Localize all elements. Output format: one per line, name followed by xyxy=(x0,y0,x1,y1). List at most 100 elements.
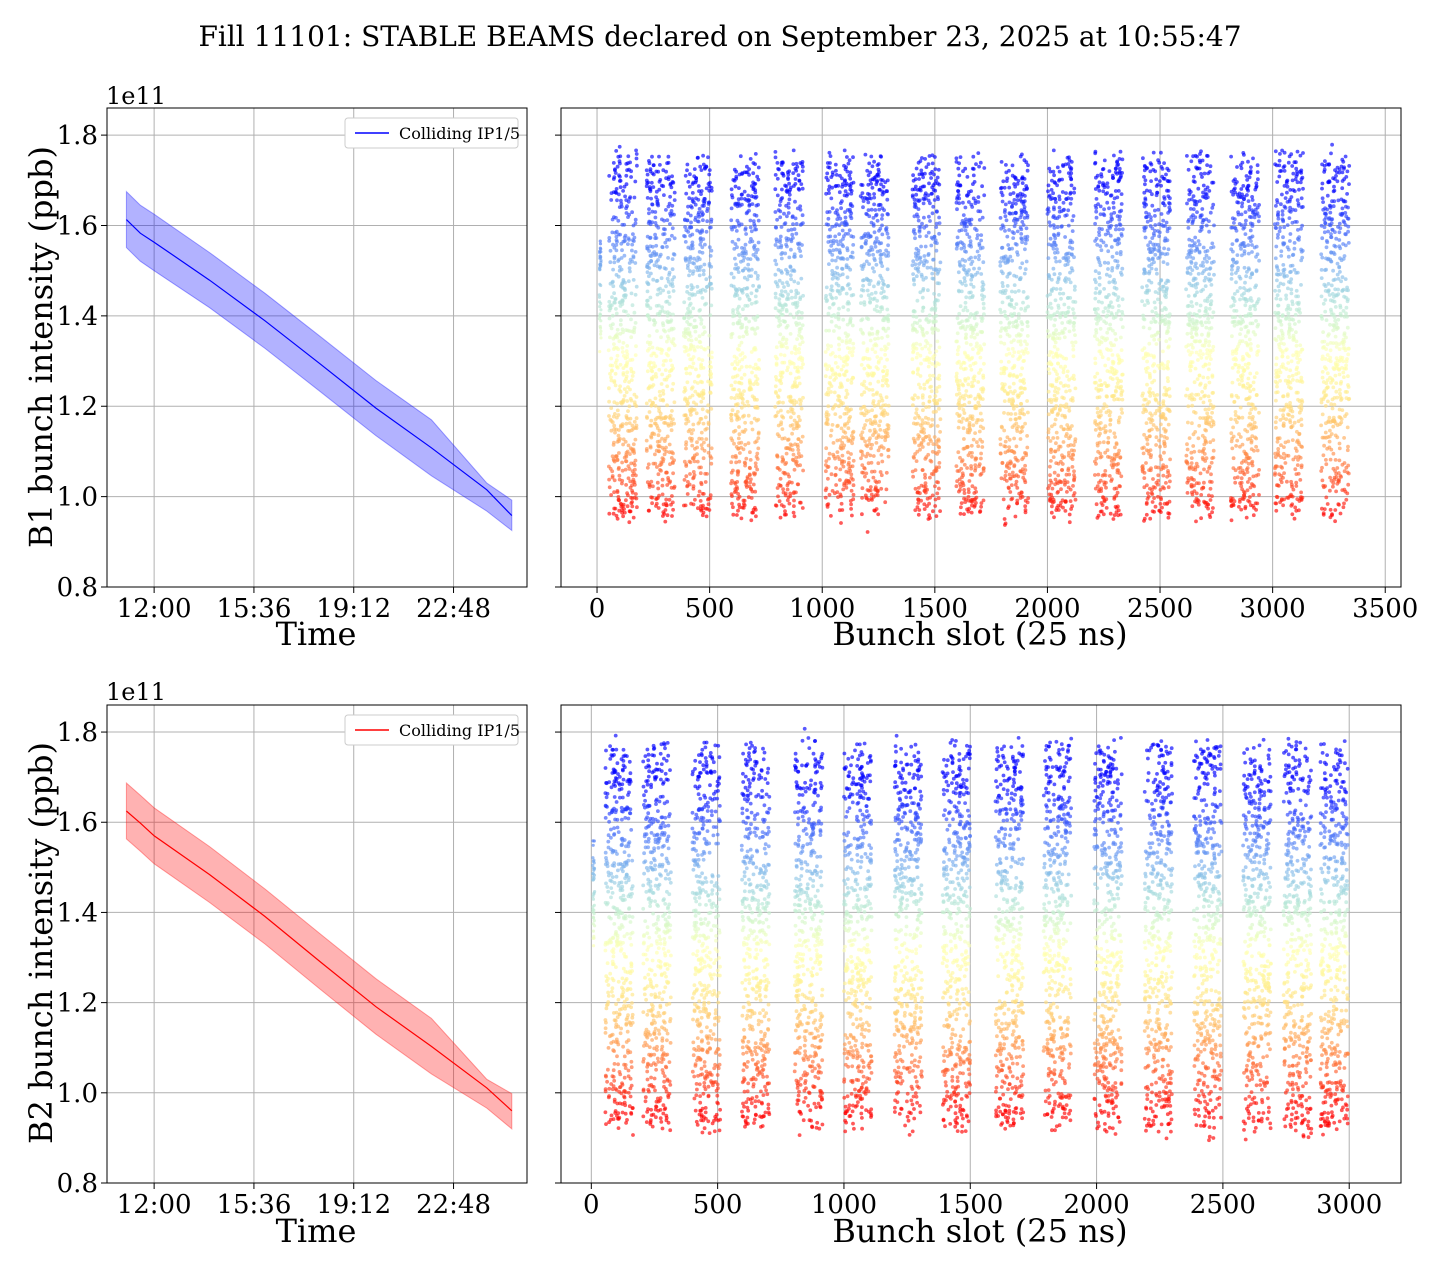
bunch-point xyxy=(661,288,665,293)
bunch-point xyxy=(689,338,694,343)
bunch-point xyxy=(708,382,713,387)
bunch-point xyxy=(928,219,932,223)
bunch-point xyxy=(627,520,632,525)
bunch-point xyxy=(663,508,668,512)
bunch-point xyxy=(1073,284,1077,289)
bunch-point xyxy=(751,180,755,185)
bunch-point xyxy=(938,430,942,434)
bunch-point xyxy=(670,226,675,231)
bunch-point xyxy=(1066,468,1071,473)
bunch-point xyxy=(970,259,975,264)
bunch-point xyxy=(848,415,853,419)
bunch-point xyxy=(634,344,638,349)
bunch-point xyxy=(883,500,888,505)
bunch-point xyxy=(1049,492,1054,497)
bunch-point xyxy=(844,291,849,296)
bunch-point xyxy=(849,488,854,493)
bunch-point xyxy=(980,330,984,334)
bunch-point xyxy=(734,229,739,233)
bunch-point xyxy=(731,178,736,182)
bunch-point xyxy=(849,293,854,298)
bunch-point xyxy=(1002,411,1006,415)
bunch-point xyxy=(964,355,969,359)
bunch-point xyxy=(846,409,851,414)
bunch-point xyxy=(694,402,699,407)
bunch-point xyxy=(881,326,886,331)
bunch-point xyxy=(869,207,874,212)
bunch-point xyxy=(970,295,975,300)
bunch-point xyxy=(659,382,664,386)
bunch-point xyxy=(859,301,863,305)
bunch-point xyxy=(1059,424,1064,429)
bunch-point xyxy=(708,496,713,501)
bunch-point xyxy=(704,186,709,191)
bunch-point xyxy=(685,162,690,167)
bunch-point xyxy=(779,343,784,348)
bunch-point xyxy=(1094,197,1099,201)
bunch-point xyxy=(630,210,634,215)
bunch-point xyxy=(923,244,928,249)
bunch-point xyxy=(1057,259,1062,264)
bunch-point xyxy=(1023,421,1027,426)
bunch-point xyxy=(611,279,615,284)
bunch-point xyxy=(800,323,805,328)
bunch-point xyxy=(732,313,737,318)
bunch-point xyxy=(1062,335,1067,340)
bunch-point xyxy=(627,404,632,409)
bunch-point xyxy=(688,322,693,327)
bunch-point xyxy=(669,185,674,190)
bunch-point xyxy=(1012,463,1017,468)
bunch-point xyxy=(847,350,852,355)
bunch-point xyxy=(736,469,741,474)
bunch-point xyxy=(632,310,637,315)
bunch-point xyxy=(750,239,755,244)
bunch-point xyxy=(631,255,636,260)
bunch-point xyxy=(698,315,702,319)
bunch-point xyxy=(755,451,760,456)
bunch-point xyxy=(658,252,663,257)
bunch-point xyxy=(650,202,654,207)
bunch-point xyxy=(843,178,847,183)
bunch-point xyxy=(617,428,621,432)
bunch-point xyxy=(615,198,619,203)
bunch-point xyxy=(800,340,805,344)
bunch-point xyxy=(755,377,760,381)
bunch-point xyxy=(629,428,634,433)
bunch-point xyxy=(973,361,978,365)
bunch-point xyxy=(845,275,850,280)
bunch-point xyxy=(924,165,929,170)
bunch-point xyxy=(624,364,629,368)
bunch-point xyxy=(882,365,887,369)
bunch-point xyxy=(1025,295,1030,300)
bunch-point xyxy=(1022,187,1027,192)
bunch-point xyxy=(919,442,924,446)
bunch-point xyxy=(613,383,618,388)
bunch-point xyxy=(841,305,846,309)
bunch-point xyxy=(1016,289,1021,293)
bunch-point xyxy=(1051,355,1056,359)
bunch-point xyxy=(1015,374,1020,379)
bunch-point xyxy=(1011,354,1015,358)
bunch-point xyxy=(659,351,664,355)
bunch-point xyxy=(661,388,665,393)
bunch-point xyxy=(861,341,866,345)
bunch-point xyxy=(746,413,751,418)
bunch-point xyxy=(846,419,851,424)
bunch-point xyxy=(963,259,968,263)
bunch-point xyxy=(1006,461,1010,466)
bunch-point xyxy=(919,361,923,366)
bunch-point xyxy=(792,467,797,472)
bunch-point xyxy=(622,253,627,258)
bunch-point xyxy=(961,473,965,478)
bunch-point xyxy=(800,356,805,361)
bunch-point xyxy=(1010,289,1014,294)
bunch-point xyxy=(751,507,756,512)
bunch-point xyxy=(755,174,760,179)
bunch-point xyxy=(934,225,939,230)
bunch-point xyxy=(1055,355,1060,359)
bunch-point xyxy=(1050,424,1054,429)
bunch-point xyxy=(790,268,794,273)
bunch-point xyxy=(962,276,967,280)
bunch-point xyxy=(962,488,966,492)
